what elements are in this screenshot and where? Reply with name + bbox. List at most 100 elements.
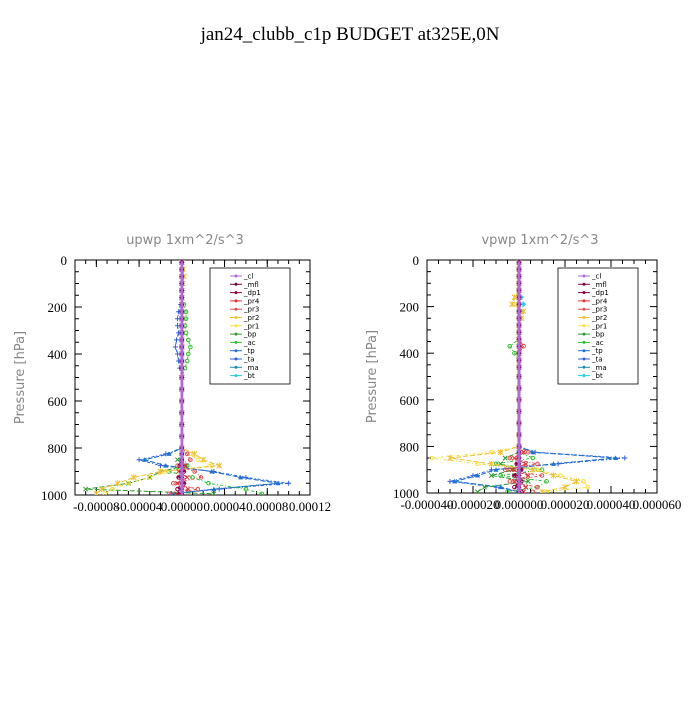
series-point-pr3 — [184, 451, 190, 457]
legend-marker — [234, 332, 238, 336]
x-tick-label: -0.00008 — [73, 499, 120, 514]
legend-label: _bp — [591, 331, 605, 339]
series-point-pr2 — [529, 466, 536, 473]
series-point-cl — [179, 323, 185, 329]
series-point-pr3 — [539, 473, 545, 478]
x-tick-label: 0.000040 — [587, 497, 636, 512]
series-point-cl — [516, 266, 522, 272]
y-tick-label: 600 — [400, 393, 420, 408]
series-point-pr4 — [523, 484, 529, 490]
x-tick-label: 0.00000 — [161, 499, 203, 514]
series-point-pr1 — [429, 455, 434, 461]
legend-marker — [234, 274, 238, 278]
series-point-bp — [488, 472, 494, 479]
series-point-pr2 — [520, 308, 527, 315]
legend-label: _ac — [591, 339, 604, 347]
legend-marker — [582, 332, 586, 336]
series-point-pr2 — [562, 484, 568, 491]
series-point-pr1 — [102, 491, 108, 495]
series-point-tp — [613, 455, 619, 461]
series-line-ac — [167, 262, 263, 495]
series-point-pr2 — [488, 460, 495, 467]
series-point-cl — [179, 468, 185, 475]
legend: _cl_mfl_dp1_pr4_pr3_pr2_pr1_bp_ac_tp_ta_… — [557, 267, 639, 385]
series-point-cl — [179, 309, 185, 315]
series-point-cl — [516, 322, 522, 328]
series-point-cl — [179, 491, 185, 495]
legend-marker — [234, 324, 238, 328]
series-point-pr4 — [511, 455, 517, 461]
series-point-bp — [525, 478, 531, 484]
series-point-ac — [185, 351, 191, 357]
series-point-ac — [507, 343, 513, 349]
series-point-pr3 — [525, 449, 531, 455]
series-point-pr3 — [502, 467, 508, 473]
x-tick-label: -0.00004 — [116, 499, 163, 514]
legend-label: _tp — [243, 347, 255, 355]
series-point-cl — [179, 316, 185, 322]
series-point-ta — [163, 451, 169, 457]
series-point-cl — [516, 478, 522, 484]
series-point-tp — [475, 473, 481, 478]
series-point-pr2 — [497, 449, 504, 456]
series-point-tp — [452, 478, 458, 484]
legend-label: _mfl — [591, 281, 607, 289]
x-tick-label: 0.00004 — [203, 499, 246, 514]
legend-label: _tp — [591, 347, 603, 355]
series-point-ta — [175, 316, 181, 322]
series-point-tp — [498, 484, 504, 490]
series-point-cl — [179, 457, 185, 463]
series-point-cl — [516, 461, 522, 467]
series-point-cl — [179, 295, 185, 301]
legend-label: _bt — [243, 372, 255, 380]
series-point-cl — [179, 421, 185, 428]
series-point-cl — [516, 260, 522, 265]
series-point-bp — [481, 484, 488, 490]
series-point-pr3 — [507, 455, 513, 461]
series-point-pr2 — [157, 468, 164, 475]
series-point-ta — [470, 473, 476, 479]
legend-marker — [234, 340, 238, 344]
series-point-cl — [516, 397, 522, 403]
series-point-cl — [179, 280, 185, 287]
series-point-bp — [475, 489, 481, 493]
series-point-cl — [179, 398, 185, 404]
series-point-cl — [516, 308, 522, 314]
series-point-pr2 — [573, 478, 580, 485]
legend-label: _pr3 — [243, 306, 259, 314]
series-point-pr4 — [509, 467, 515, 473]
y-tick-label: 1000 — [393, 486, 419, 501]
series-point-tp — [211, 486, 217, 492]
series-point-cl — [516, 357, 522, 363]
legend-label: _ta — [591, 356, 603, 364]
series-point-cl — [516, 455, 522, 461]
series-line-pr2 — [96, 262, 220, 495]
series-point-pr1 — [209, 463, 215, 468]
x-tick-label: -0.000020 — [446, 497, 499, 512]
series-point-pr2 — [130, 474, 137, 481]
legend-marker — [582, 307, 586, 311]
y-axis-label: Pressure [hPa] — [13, 331, 28, 424]
series-point-pr2 — [550, 472, 557, 479]
series-line-bp — [85, 262, 214, 495]
legend-marker — [234, 307, 238, 311]
series-point-cl — [516, 287, 522, 293]
legend-marker — [582, 299, 586, 303]
series-point-ta — [172, 344, 178, 350]
series-point-pr3 — [198, 475, 204, 480]
series-point-bt — [521, 301, 527, 307]
series-point-tp — [141, 457, 147, 462]
legend-marker — [582, 365, 586, 369]
y-tick-label: 0 — [413, 253, 420, 268]
series-point-pr2 — [539, 488, 545, 493]
legend-marker — [234, 316, 238, 319]
series-point-cl — [179, 273, 185, 280]
series-point-cl — [516, 301, 522, 307]
series-point-ta — [243, 474, 249, 480]
x-tick-label: 0.00008 — [246, 499, 288, 514]
series-point-cl — [179, 386, 185, 392]
series-point-pr3 — [166, 491, 172, 495]
series-point-cl — [516, 280, 522, 286]
series-point-cl — [179, 330, 185, 336]
chart-title: vpwp 1xm^2/s^3 — [481, 233, 598, 248]
